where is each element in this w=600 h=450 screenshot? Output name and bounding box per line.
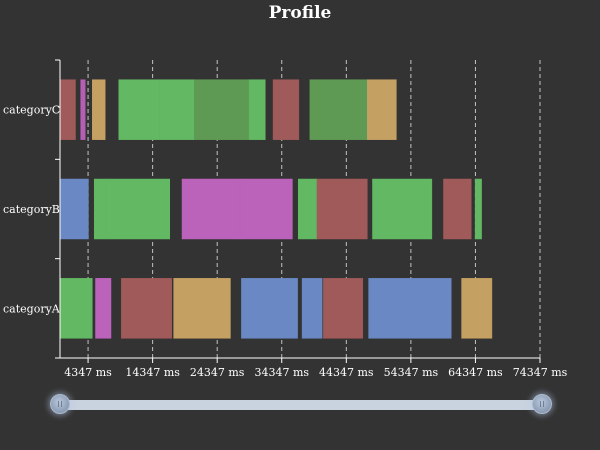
timeline-bar-categoryB[interactable] bbox=[239, 178, 293, 240]
timeline-bar-categoryC[interactable] bbox=[159, 79, 195, 140]
x-tick-label: 74347 ms bbox=[513, 366, 568, 379]
timeline-bar-categoryB[interactable] bbox=[93, 178, 107, 240]
timeline-bar-categoryA[interactable] bbox=[323, 278, 364, 339]
category-label: categoryC bbox=[3, 104, 60, 117]
timeline-bar-categoryB[interactable] bbox=[59, 178, 89, 240]
category-label: categoryA bbox=[3, 302, 61, 315]
timeline-bar-categoryA[interactable] bbox=[121, 278, 172, 339]
timeline-bar-categoryC[interactable] bbox=[118, 79, 160, 140]
timeline-bar-categoryC[interactable] bbox=[194, 79, 250, 140]
axis-labels: categoryC categoryB categoryA 4347 ms 14347 … bbox=[3, 104, 568, 379]
timeline-bar-categoryB[interactable] bbox=[474, 178, 482, 240]
x-tick-label: 64347 ms bbox=[448, 366, 503, 379]
timeline-bar-categoryB[interactable] bbox=[443, 178, 472, 240]
timeline-bar-categoryB[interactable] bbox=[106, 178, 171, 240]
x-tick-label: 4347 ms bbox=[64, 366, 112, 379]
timeline-bar-categoryA[interactable] bbox=[241, 278, 298, 339]
timeline-bar-categoryC[interactable] bbox=[80, 79, 86, 140]
timeline-bar-categoryC[interactable] bbox=[272, 79, 300, 140]
timeline-bar-categoryC[interactable] bbox=[59, 79, 76, 140]
range-slider-right-handle[interactable] bbox=[532, 394, 552, 414]
timeline-bar-categoryA[interactable] bbox=[59, 278, 93, 339]
grip-icon bbox=[58, 401, 62, 407]
timeline-bar-categoryC[interactable] bbox=[367, 79, 397, 140]
axes bbox=[55, 59, 541, 363]
grip-icon bbox=[540, 401, 544, 407]
range-slider-track[interactable] bbox=[57, 400, 544, 410]
timeline-bar-categoryC[interactable] bbox=[248, 79, 266, 140]
x-tick-label: 34347 ms bbox=[254, 366, 309, 379]
x-tick-label: 24347 ms bbox=[190, 366, 245, 379]
x-tick-label: 14347 ms bbox=[125, 366, 180, 379]
chart-title: Profile bbox=[268, 3, 332, 23]
timeline-bar-categoryC[interactable] bbox=[309, 79, 368, 140]
timeline-bar-categoryB[interactable] bbox=[297, 178, 318, 240]
category-label: categoryB bbox=[3, 203, 60, 216]
x-tick-label: 44347 ms bbox=[319, 366, 374, 379]
timeline-bar-categoryB[interactable] bbox=[316, 178, 368, 240]
x-tick-label: 54347 ms bbox=[384, 366, 439, 379]
timeline-bar-categoryA[interactable] bbox=[173, 278, 231, 339]
timeline-bar-categoryA[interactable] bbox=[301, 278, 323, 339]
timeline-bars bbox=[59, 79, 493, 339]
range-slider-left-handle[interactable] bbox=[50, 394, 70, 414]
timeline-bar-categoryA[interactable] bbox=[461, 278, 493, 339]
timeline-bar-categoryB[interactable] bbox=[372, 178, 433, 240]
timeline-bar-categoryC[interactable] bbox=[92, 79, 106, 140]
timeline-bar-categoryA[interactable] bbox=[95, 278, 112, 339]
timeline-bar-categoryB[interactable] bbox=[181, 178, 241, 240]
timeline-bar-categoryA[interactable] bbox=[368, 278, 452, 339]
